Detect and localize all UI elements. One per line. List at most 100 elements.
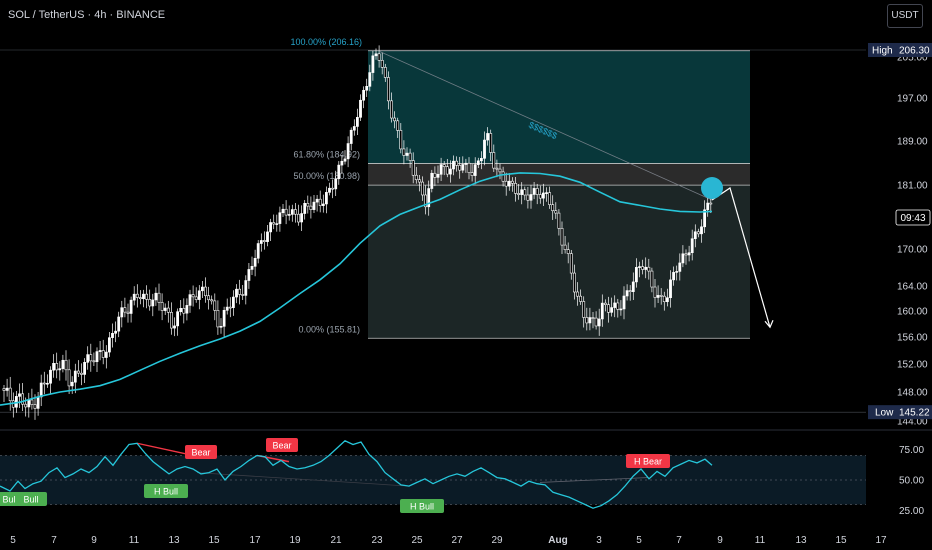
candle-down bbox=[607, 304, 610, 313]
candle-down bbox=[594, 317, 598, 327]
candle-up bbox=[278, 212, 282, 224]
candle-down bbox=[585, 317, 589, 324]
candle-down bbox=[489, 133, 493, 153]
price-axis-tick: 144.00 bbox=[897, 417, 928, 428]
time-axis-tick: 15 bbox=[835, 535, 847, 546]
candle-down bbox=[411, 160, 415, 176]
candle-down bbox=[504, 180, 508, 187]
candle-up bbox=[430, 172, 434, 189]
candle-up bbox=[70, 381, 74, 387]
candle-up bbox=[163, 307, 167, 311]
candle-down bbox=[182, 307, 186, 314]
candle-up bbox=[529, 194, 533, 201]
fib-zone-upper bbox=[368, 50, 750, 164]
rsi-divergence-line bbox=[196, 472, 410, 487]
candle-down bbox=[514, 183, 517, 194]
candle-down bbox=[396, 120, 400, 131]
high-tag-value: 206.30 bbox=[899, 46, 930, 57]
time-axis-tick: 7 bbox=[51, 535, 57, 546]
candle-up bbox=[315, 198, 319, 203]
candle-up bbox=[486, 133, 490, 141]
candle-up bbox=[427, 188, 431, 208]
candle-down bbox=[8, 387, 12, 402]
candle-up bbox=[703, 209, 707, 228]
countdown-tag-bg bbox=[895, 209, 931, 226]
candle-up bbox=[132, 293, 136, 301]
candle-up bbox=[86, 354, 90, 363]
candle-up bbox=[95, 351, 99, 362]
candle-down bbox=[709, 202, 713, 205]
time-axis-tick: 17 bbox=[875, 535, 887, 546]
candle-up bbox=[346, 143, 350, 160]
candle-down bbox=[210, 299, 214, 302]
candle-down bbox=[538, 194, 542, 199]
candle-up bbox=[337, 164, 341, 180]
time-axis-tick: 23 bbox=[371, 535, 383, 546]
rsi-label-bull: Bull bbox=[23, 495, 38, 505]
candle-up bbox=[222, 310, 226, 327]
candle-up bbox=[473, 164, 477, 176]
candle-down bbox=[191, 294, 195, 298]
candle-down bbox=[662, 295, 666, 302]
price-axis-tick: 160.00 bbox=[897, 307, 928, 318]
candle-down bbox=[24, 403, 28, 408]
candle-down bbox=[445, 166, 449, 175]
candle-down bbox=[458, 165, 462, 171]
candle-up bbox=[244, 280, 248, 296]
candle-down bbox=[510, 180, 514, 184]
candle-up bbox=[328, 187, 331, 193]
currency-button[interactable]: USDT bbox=[887, 4, 923, 28]
candle-down bbox=[576, 291, 579, 297]
candle-down bbox=[213, 300, 217, 311]
candle-up bbox=[371, 55, 375, 73]
candle-down bbox=[126, 311, 130, 314]
time-axis-tick: Aug bbox=[548, 535, 567, 546]
candle-up bbox=[359, 99, 362, 118]
rsi-label-bg bbox=[144, 484, 188, 498]
low-tag-value: 145.22 bbox=[899, 408, 930, 419]
candle-up bbox=[179, 307, 183, 313]
low-tag-label: Low bbox=[875, 408, 894, 419]
candle-up bbox=[706, 202, 710, 211]
candle-up bbox=[232, 296, 235, 308]
candle-down bbox=[523, 189, 527, 196]
candle-up bbox=[669, 279, 672, 299]
candle-up bbox=[303, 202, 307, 214]
candle-up bbox=[352, 126, 356, 131]
candle-up bbox=[452, 160, 455, 170]
candle-down bbox=[89, 354, 93, 362]
rsi-label-bg bbox=[266, 438, 298, 452]
candle-up bbox=[675, 271, 679, 273]
candle-down bbox=[414, 174, 418, 181]
candle-up bbox=[45, 382, 49, 385]
time-axis-tick: 15 bbox=[208, 535, 220, 546]
candle-up bbox=[36, 396, 40, 409]
candle-up bbox=[644, 266, 648, 270]
candle-up bbox=[638, 266, 641, 268]
candle-up bbox=[672, 272, 676, 281]
candle-up bbox=[439, 164, 443, 175]
price-axis-tick: 181.00 bbox=[897, 181, 928, 192]
candle-up bbox=[185, 305, 189, 314]
candle-up bbox=[104, 351, 108, 358]
fib-label-50: 50.00% (180.98) bbox=[293, 171, 360, 181]
candle-down bbox=[207, 295, 211, 301]
time-axis-tick: 3 bbox=[596, 535, 602, 546]
candle-down bbox=[386, 77, 390, 102]
candle-up bbox=[266, 231, 269, 242]
candle-down bbox=[548, 192, 552, 205]
rsi-label-bear: Bear bbox=[272, 441, 291, 451]
candle-up bbox=[290, 209, 294, 215]
price-axis-tick: 152.00 bbox=[897, 360, 928, 371]
candle-up bbox=[362, 89, 366, 101]
rsi-divergence-bear bbox=[136, 442, 189, 455]
candle-up bbox=[117, 316, 121, 332]
candle-down bbox=[421, 181, 424, 196]
candle-down bbox=[383, 67, 387, 78]
low-tag-value-bg bbox=[896, 405, 932, 420]
candle-down bbox=[33, 404, 37, 409]
candle-down bbox=[262, 240, 266, 242]
rsi-label-bear: Bear bbox=[191, 448, 210, 458]
candle-down bbox=[318, 198, 322, 206]
